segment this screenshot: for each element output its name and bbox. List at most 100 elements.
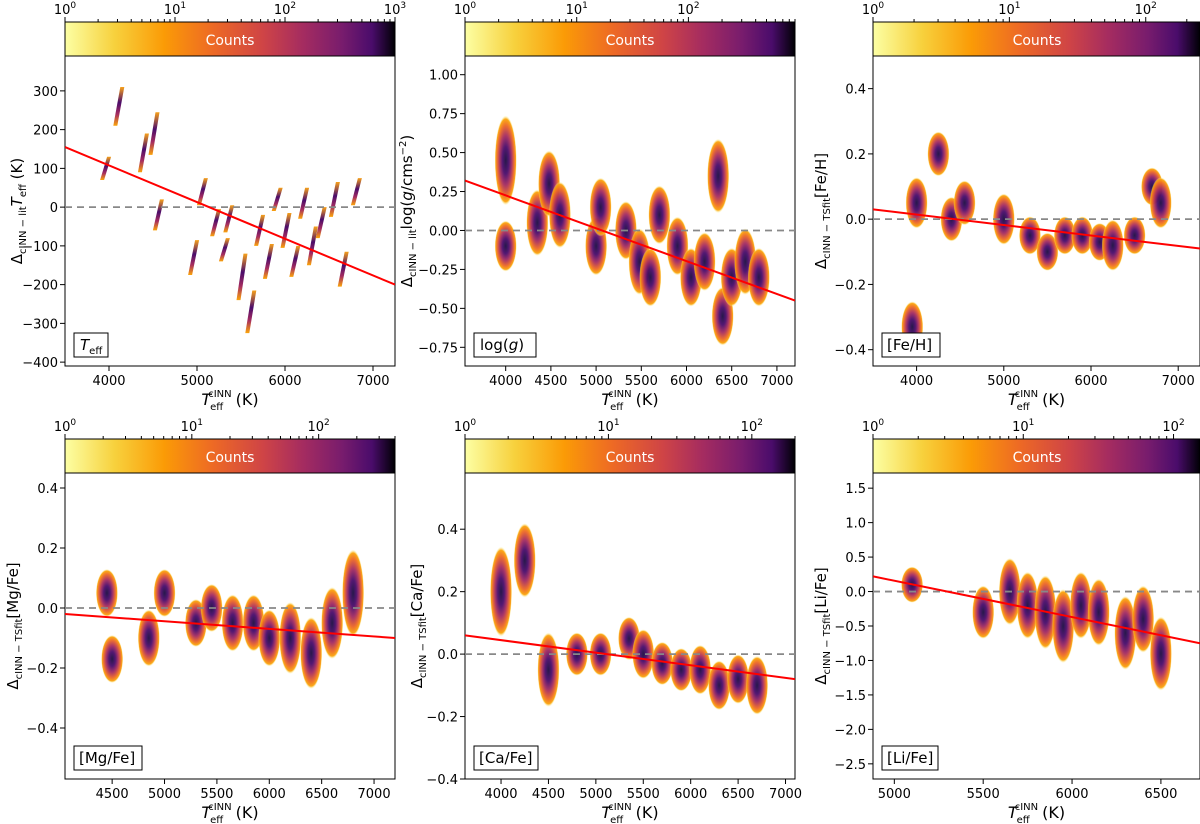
ytick-label-life-6: 0.5: [845, 551, 866, 566]
colorbar-teff-tick-label-3: 103: [384, 1, 406, 18]
ytick-label-teff-0: −400: [22, 356, 58, 371]
colorbar-feh-ticks: 100 101 102: [862, 1, 1188, 22]
xtick-label-cafe-4500: 4500: [532, 787, 565, 802]
density-cluster-teff-17: [298, 187, 310, 219]
ytick-label-cafe-2: 0.0: [437, 648, 458, 663]
colorbar-cafe-tick-label-0: 100: [454, 418, 477, 435]
ytick-label-mgfe-3: 0.2: [37, 542, 58, 557]
xtick-label-cafe-6500: 6500: [722, 787, 755, 802]
colorbar-teff-tick-label-0: 100: [54, 1, 77, 18]
density-cluster-teff-8: [218, 238, 230, 262]
density-cluster-teff-21: [337, 251, 349, 287]
ytick-label-logg-0: −0.75: [418, 341, 458, 356]
xtick-label-life-5000: 5000: [878, 787, 911, 802]
panel-label-cafe: [Ca/Fe]: [473, 745, 539, 771]
heatmap-cafe: 4000 4500 5000 5500 6000 6500 7000 −0.4 −0.2 0.0 0…: [426, 523, 802, 824]
ytick-label-life-8: 1.5: [845, 482, 866, 497]
colorbar-cafe-tick-label-2: 102: [741, 418, 763, 435]
density-cluster-cafe-0: [490, 546, 513, 637]
panel-label-life: [Li/Fe]: [881, 745, 939, 771]
density-cluster-logg-6: [589, 177, 612, 237]
colorbar-logg-tick-label-1: 101: [566, 1, 588, 18]
ytick-label-feh-3: 0.2: [845, 148, 866, 163]
colorbar-cafe-ticks: 100 101 102: [454, 418, 796, 439]
colorbar-life-tick-label-2: 102: [1162, 418, 1184, 435]
colorbar-mgfe-tick-label-2: 102: [308, 418, 330, 435]
density-cluster-logg-0: [494, 115, 517, 206]
ytick-label-life-5: 0.0: [845, 586, 866, 601]
xtick-label-mgfe-6000: 6000: [253, 787, 286, 802]
xlabel-teff: TeffcINN (K): [201, 389, 258, 413]
panel-label-teff: Teff: [73, 332, 109, 358]
density-cluster-teff-16: [289, 245, 301, 277]
colorbar-teff-tick-label-2: 102: [274, 1, 296, 18]
density-cluster-logg-13: [693, 232, 716, 291]
colorbar-logg-ticks: 100 101 102: [454, 1, 796, 22]
svg-text:[Li/Fe]: [Li/Fe]: [887, 749, 933, 767]
ytick-label-logg-7: 1.00: [429, 69, 458, 84]
ytick-label-cafe-3: 0.2: [437, 586, 458, 601]
density-cluster-teff-11: [245, 290, 257, 334]
ytick-label-life-1: −2.0: [834, 723, 866, 738]
ytick-label-cafe-4: 0.4: [437, 523, 458, 538]
colorbar-feh: 100 101 102 Counts: [862, 1, 1200, 57]
ytick-label-teff-7: 300: [33, 85, 58, 100]
heatmap-teff-marks: [65, 87, 395, 334]
xtick-label-logg-4000: 4000: [489, 374, 522, 389]
density-cluster-feh-5: [992, 193, 1015, 245]
ylabel-logg: ΔcINN − litlog(g/cms−2): [398, 135, 419, 287]
colorbar-feh-label: Counts: [1013, 33, 1062, 49]
panel-cafe: 100 101 102 Counts 4000 4500 5000 5500 6000 650…: [408, 418, 802, 824]
density-cluster-teff-20: [328, 181, 340, 217]
ytick-label-teff-1: −300: [22, 317, 58, 332]
colorbar-mgfe-tick-label-0: 100: [54, 418, 77, 435]
colorbar-feh-tick-label-0: 100: [862, 1, 885, 18]
xtick-label-feh-5000: 5000: [987, 374, 1020, 389]
density-cluster-feh-1: [905, 177, 928, 229]
density-cluster-cafe-6: [632, 629, 655, 679]
xtick-label-logg-5500: 5500: [625, 374, 658, 389]
density-cluster-cafe-10: [708, 660, 731, 711]
density-cluster-life-1: [972, 585, 995, 639]
xtick-label-logg-6500: 6500: [715, 374, 748, 389]
heatmap-life-marks: [873, 557, 1200, 691]
density-cluster-teff-12: [254, 214, 266, 246]
density-cluster-mgfe-9: [279, 602, 302, 674]
density-cluster-life-10: [1149, 616, 1172, 691]
panel-label-feh: [Fe/H]: [881, 332, 941, 358]
density-cluster-cafe-7: [651, 641, 674, 686]
xtick-label-mgfe-6500: 6500: [305, 787, 338, 802]
colorbar-cafe-label: Counts: [606, 450, 655, 466]
density-cluster-cafe-8: [670, 648, 693, 692]
xtick-label-logg-6000: 6000: [670, 374, 703, 389]
colorbar-teff-ticks: 100 101 102 103: [54, 1, 406, 22]
fit-line-cafe: [465, 634, 795, 681]
density-cluster-feh-7: [1036, 232, 1059, 271]
density-cluster-feh-14: [1149, 177, 1172, 229]
density-cluster-mgfe-6: [221, 594, 244, 652]
panel-life: 100 101 102 Counts 5000 5500 6000 6500 −2.5 −2.…: [812, 418, 1200, 824]
panel-teff: 100 101 102 103 Counts 4000 5000 6000 7000 −400…: [8, 1, 406, 413]
density-cluster-teff-1: [113, 87, 125, 126]
heatmap-mgfe-marks: [65, 549, 395, 689]
colorbar-life-ticks: 100 101 102: [862, 418, 1185, 439]
fit-line-feh: [873, 208, 1200, 250]
xlabel-mgfe: TeffcINN (K): [201, 802, 258, 824]
colorbar-feh-bar: [872, 21, 1200, 57]
ytick-label-cafe-0: −0.4: [426, 773, 458, 788]
heatmap-mgfe: 4500 5000 5500 6000 6500 7000 −0.4 −0.2 0.0 0.2 0.…: [26, 482, 395, 824]
density-cluster-mgfe-10: [300, 617, 323, 689]
ytick-label-feh-0: −0.4: [834, 344, 866, 359]
density-cluster-feh-11: [1101, 219, 1124, 271]
density-cluster-feh-2: [927, 131, 950, 177]
fit-line-logg: [465, 179, 795, 302]
xtick-label-feh-6000: 6000: [1074, 374, 1107, 389]
density-cluster-teff-5: [188, 240, 200, 275]
plot-area-feh: [872, 55, 1200, 367]
density-cluster-feh-8: [1053, 216, 1076, 255]
colorbar-teff: 100 101 102 103 Counts: [54, 1, 406, 57]
xlabel-logg: TeffcINN (K): [601, 389, 658, 413]
density-cluster-teff-13: [262, 243, 274, 279]
colorbar-teff-tick-label-1: 101: [164, 1, 186, 18]
